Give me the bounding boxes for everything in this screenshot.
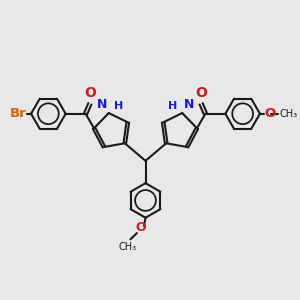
Text: CH₃: CH₃ — [119, 242, 137, 252]
Text: H: H — [114, 101, 123, 111]
Text: CH₃: CH₃ — [279, 109, 297, 119]
Text: N: N — [184, 98, 194, 111]
Text: Br: Br — [10, 107, 27, 120]
Text: O: O — [195, 86, 207, 100]
Text: H: H — [168, 101, 177, 111]
Text: O: O — [136, 221, 146, 234]
Text: O: O — [84, 86, 96, 100]
Text: N: N — [97, 98, 107, 111]
Text: O: O — [264, 107, 275, 120]
